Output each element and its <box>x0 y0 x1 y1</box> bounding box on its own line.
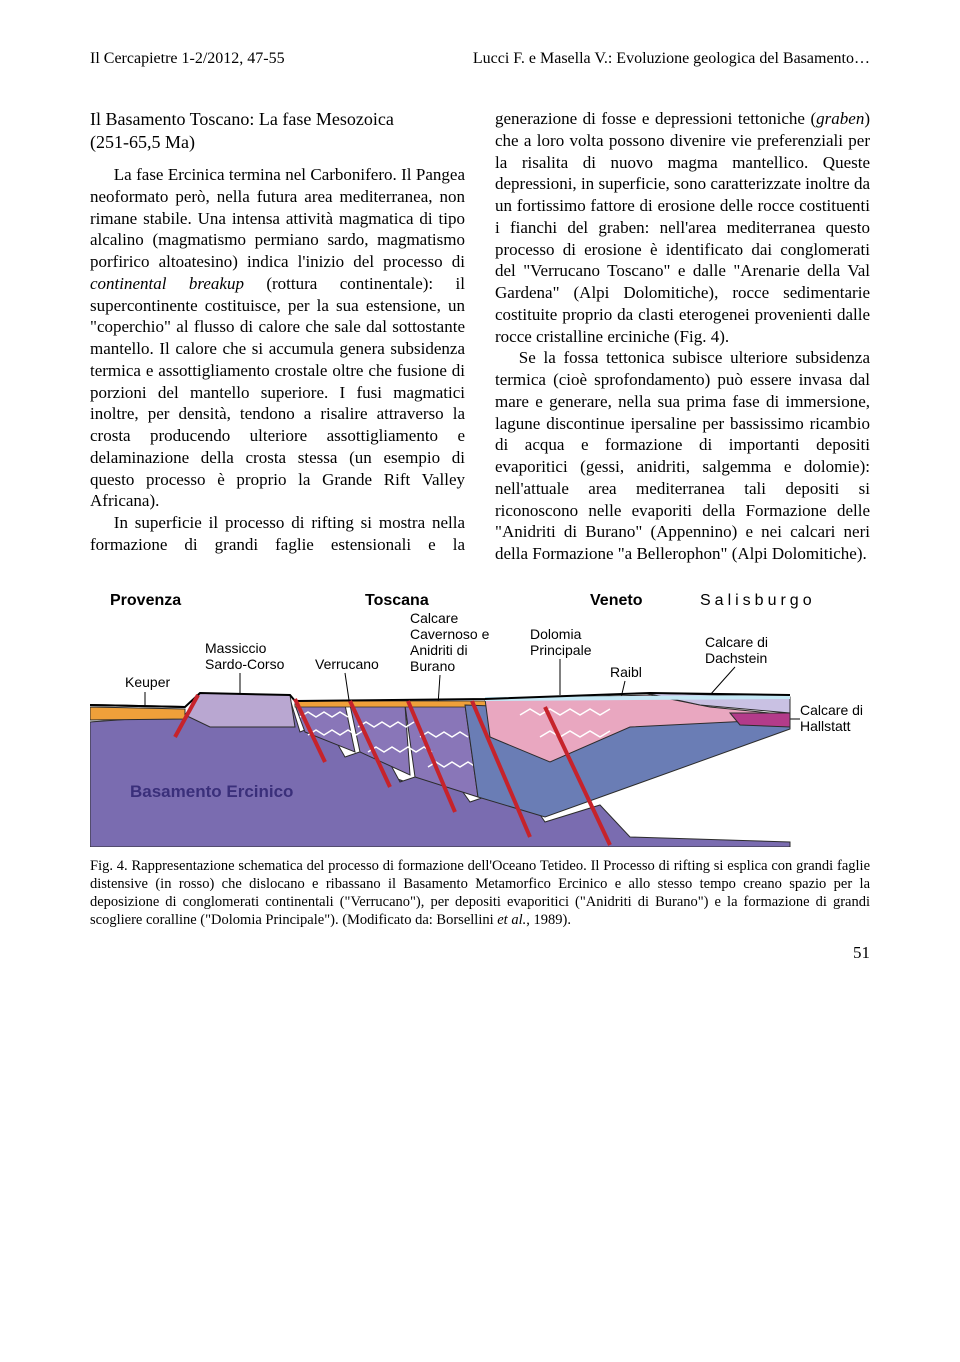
section-title-1: Il Basamento Toscano: La fase Mesozoica <box>90 108 465 131</box>
lbl-massiccio2: Sardo-Corso <box>205 656 285 672</box>
lbl-dol1: Dolomia <box>530 626 582 642</box>
header-right: Lucci F. e Masella V.: Evoluzione geolog… <box>473 50 870 68</box>
lbl-cc1: Calcare <box>410 610 458 626</box>
para-2b: ) che a loro volta possono divenire vie … <box>495 109 870 346</box>
lbl-massiccio1: Massiccio <box>205 640 267 656</box>
massiccio-block <box>185 693 295 727</box>
leader-cc <box>438 675 440 705</box>
lbl-verrucano: Verrucano <box>315 656 379 672</box>
running-header: Il Cercapietre 1-2/2012, 47-55 Lucci F. … <box>90 50 870 68</box>
figure-caption: Fig. 4. Rappresentazione schematica del … <box>90 857 870 930</box>
lbl-dach2: Dachstein <box>705 650 767 666</box>
lbl-dol2: Principale <box>530 642 592 658</box>
lbl-toscana: Toscana <box>365 592 429 609</box>
caption-it: et al. <box>497 912 526 928</box>
caption-tail: , 1989). <box>526 912 571 928</box>
page-number: 51 <box>90 943 870 963</box>
body-columns: Il Basamento Toscano: La fase Mesozoica … <box>90 108 870 565</box>
caption-lead: Fig. 4. Rappresentazione schematica del … <box>90 858 587 874</box>
para-1a: La fase Ercinica termina nel Carbonifero… <box>90 165 465 271</box>
lbl-keuper: Keuper <box>125 674 170 690</box>
para-1: La fase Ercinica termina nel Carbonifero… <box>90 164 465 512</box>
calcare-cavernoso <box>295 701 490 707</box>
lbl-cc4: Burano <box>410 658 455 674</box>
lbl-dach1: Calcare di <box>705 634 768 650</box>
lbl-veneto: Veneto <box>590 592 643 609</box>
figure-4: Provenza Toscana Veneto Salisburgo Keupe… <box>90 587 870 930</box>
header-left: Il Cercapietre 1-2/2012, 47-55 <box>90 50 285 68</box>
para-2-it: graben <box>816 109 864 128</box>
section-title-2: (251-65,5 Ma) <box>90 131 465 154</box>
keuper-layer <box>90 707 185 720</box>
para-1-it: continental breakup <box>90 274 244 293</box>
para-3: Se la fossa tettonica subisce ulteriore … <box>495 347 870 565</box>
lbl-salisburgo: Salisburgo <box>700 592 816 609</box>
figure-svg: Provenza Toscana Veneto Salisburgo Keupe… <box>90 587 870 847</box>
leader-dach <box>710 667 735 695</box>
lbl-cc2: Cavernoso e <box>410 626 490 642</box>
lbl-hall1: Calcare di <box>800 702 863 718</box>
lbl-basement: Basamento Ercinico <box>130 782 293 801</box>
para-1b: (rottura continentale): il supercontinen… <box>90 274 465 511</box>
lbl-cc3: Anidriti di <box>410 642 468 658</box>
lbl-hall2: Hallstatt <box>800 718 851 734</box>
lbl-provenza: Provenza <box>110 592 181 609</box>
lbl-raibl: Raibl <box>610 664 642 680</box>
page: Il Cercapietre 1-2/2012, 47-55 Lucci F. … <box>0 0 960 1003</box>
